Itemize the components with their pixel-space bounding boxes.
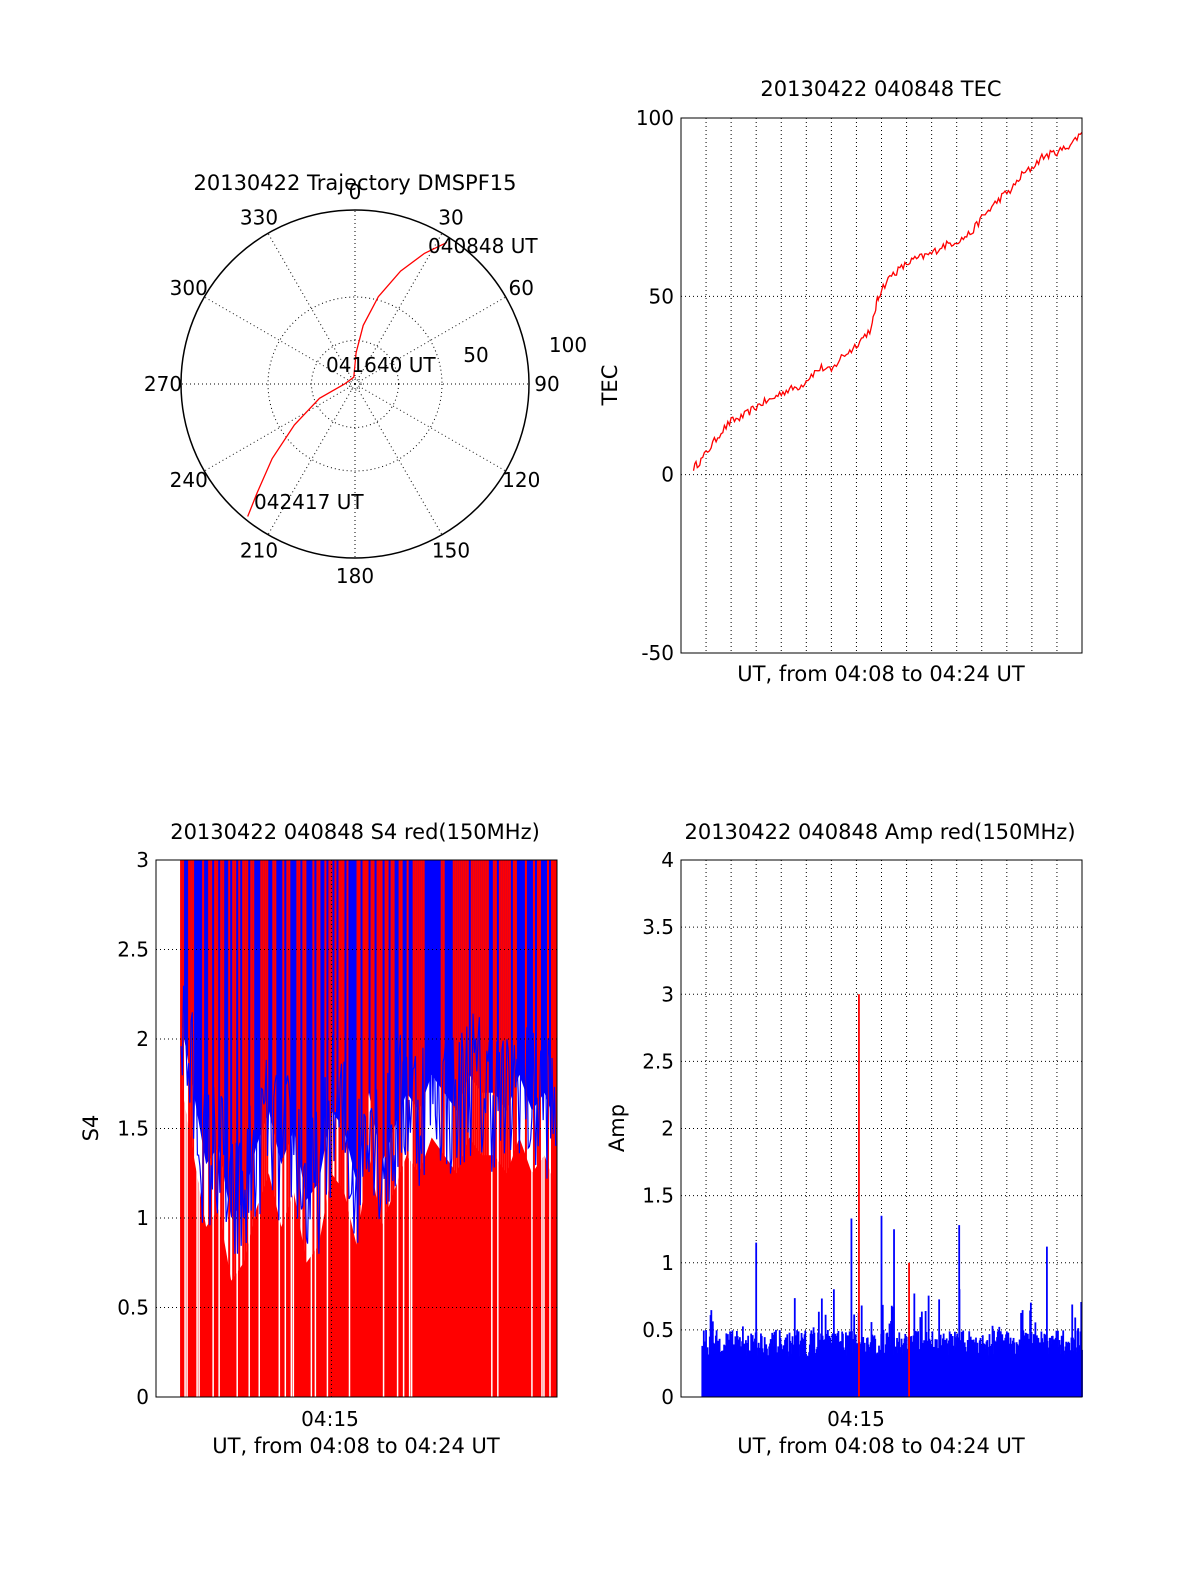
polar-spoke [354,383,443,535]
polar-azimuth-labels: 0 30 60 90 120 150 180 210 240 270 300 330 [144,180,560,588]
end-time-annotation: 042417 UT [254,490,364,514]
amp-title: 20130422 040848 Amp red(150MHz) [684,820,1075,844]
tec-y-tick: 100 [636,106,674,130]
polar-azimuth-label: 330 [240,206,278,230]
tec-y-tick: 0 [661,463,674,487]
polar-grid [180,209,530,559]
polar-spoke [267,383,356,535]
s4-title: 20130422 040848 S4 red(150MHz) [170,820,540,844]
s4-panel: 20130422 040848 S4 red(150MHz) 0 0.5 1 1.5 2… [79,820,558,1458]
polar-grid-ring [348,377,362,391]
amp-x-axis-label: UT, from 04:08 to 04:24 UT [737,1434,1025,1458]
amp-y-axis-label: Amp [605,1104,629,1152]
polar-azimuth-label: 90 [534,372,559,396]
polar-azimuth-label: 180 [336,564,374,588]
amp-y-tick: 3 [661,982,674,1006]
s4-blue-envelope [180,985,557,1254]
polar-azimuth-label: 30 [438,206,463,230]
polar-spoke [354,383,506,472]
tec-grid [681,118,1082,653]
s4-y-tick: 2 [136,1027,149,1051]
amp-y-tick: 4 [661,848,674,872]
polar-trajectory-panel: 20130422 Trajectory DMSPF15 0 30 60 90 120 15… [144,171,587,588]
polar-azimuth-label: 120 [502,468,540,492]
s4-y-tick: 2.5 [117,938,149,962]
amp-y-tick: 2.5 [642,1049,674,1073]
polar-azimuth-label: 0 [349,180,362,204]
polar-radial-label-50: 50 [463,343,488,367]
polar-grid-ring [311,340,399,428]
s4-plot-frame [155,859,558,1398]
polar-azimuth-label: 210 [240,538,278,562]
amp-panel: 20130422 040848 Amp red(150MHz) 0 0.5 1 1.5… [605,820,1083,1458]
amp-y-tick: 1.5 [642,1184,674,1208]
polar-radial-label-100: 100 [549,333,587,357]
amp-y-tick-labels: 0 0.5 1 1.5 2 2.5 3 3.5 4 [642,848,674,1409]
tec-y-tick: -50 [641,641,674,665]
polar-azimuth-label: 60 [509,276,534,300]
s4-y-tick: 1 [136,1206,149,1230]
tec-title: 20130422 040848 TEC [760,77,1001,101]
s4-y-axis-label: S4 [79,1115,103,1142]
tec-plot-frame [680,117,1083,654]
polar-grid-ring [267,296,443,472]
amp-y-tick: 0.5 [642,1318,674,1342]
s4-grid [156,860,557,1397]
tec-y-tick: 50 [649,284,674,308]
amp-y-tick: 3.5 [642,915,674,939]
s4-y-tick: 0.5 [117,1296,149,1320]
amp-y-tick: 0 [661,1385,674,1409]
s4-y-tick: 3 [136,848,149,872]
amp-y-tick: 1 [661,1251,674,1275]
tec-y-axis-label: TEC [598,365,622,407]
polar-spoke [204,383,356,472]
amp-x-tick-label: 04:15 [827,1407,885,1431]
mid-time-annotation: 041640 UT [326,353,436,377]
polar-title: 20130422 Trajectory DMSPF15 [193,171,516,195]
polar-spoke [204,296,356,385]
trajectory-track [247,241,448,517]
start-time-annotation: 040848 UT [428,234,538,258]
polar-azimuth-label: 240 [170,468,208,492]
amp-bars [701,994,1083,1397]
polar-azimuth-label: 150 [432,538,470,562]
s4-y-tick: 1.5 [117,1117,149,1141]
polar-azimuth-label: 300 [170,276,208,300]
polar-spoke [354,233,443,385]
polar-spoke [267,233,356,385]
tec-y-tick-labels: -50 0 50 100 [636,106,674,665]
tec-panel: 20130422 040848 TEC -50 0 50 100 TEC UT, fr… [598,77,1083,686]
tec-series-line [692,131,1083,471]
s4-x-tick-label: 04:15 [301,1407,359,1431]
polar-outer-circle [180,209,530,559]
amp-y-tick: 2 [661,1117,674,1141]
tec-x-axis-label: UT, from 04:08 to 04:24 UT [737,662,1025,686]
s4-bars [180,860,557,1397]
s4-y-tick: 0 [136,1385,149,1409]
polar-azimuth-label: 270 [144,372,182,396]
s4-x-axis-label: UT, from 04:08 to 04:24 UT [212,1434,500,1458]
s4-y-tick-labels: 0 0.5 1 1.5 2 2.5 3 [117,848,149,1409]
amp-plot-frame [680,859,1083,1398]
polar-spoke [354,296,506,385]
